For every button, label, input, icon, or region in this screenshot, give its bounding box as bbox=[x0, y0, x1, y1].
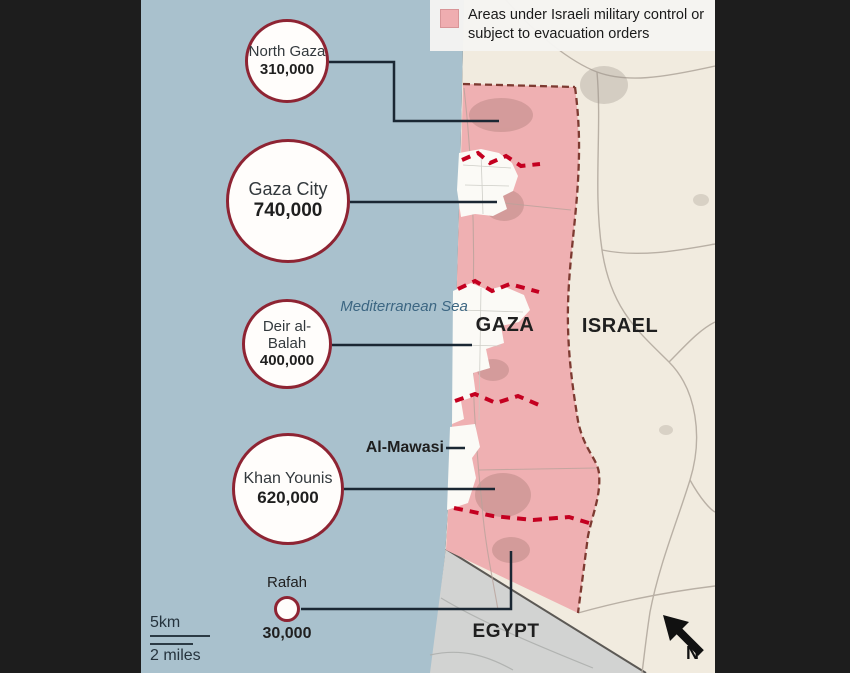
north-arrow-icon bbox=[663, 615, 704, 656]
label-gaza: GAZA bbox=[475, 314, 535, 336]
egypt-roads bbox=[429, 597, 594, 671]
gaza-map bbox=[141, 0, 715, 673]
israel-town-texture bbox=[580, 66, 628, 104]
callout-gaza-city: Gaza City 740,000 bbox=[226, 139, 350, 263]
red-zone-swatch-icon bbox=[440, 9, 459, 28]
scale-imperial: 2 miles bbox=[150, 647, 201, 664]
callout-population: 400,000 bbox=[259, 352, 315, 370]
callout-name: Khan Younis bbox=[243, 469, 333, 487]
label-mediterranean-sea: Mediterranean Sea bbox=[340, 298, 468, 315]
red-zone-area bbox=[446, 84, 600, 613]
callout-population: 620,000 bbox=[257, 488, 319, 507]
scale-metric: 5km bbox=[150, 614, 181, 631]
callout-name: North Gaza bbox=[248, 43, 326, 61]
label-egypt: EGYPT bbox=[472, 621, 540, 642]
callout-rafah-circle bbox=[274, 596, 300, 622]
callout-rafah-population: 30,000 bbox=[262, 625, 312, 642]
label-israel: ISRAEL bbox=[581, 315, 659, 337]
israel-town-texture-2 bbox=[693, 194, 709, 206]
connector-north-gaza bbox=[329, 60, 499, 123]
callout-population: 740,000 bbox=[253, 199, 323, 221]
callout-name: Deir al-Balah bbox=[262, 317, 312, 352]
corridor-lines bbox=[453, 150, 590, 525]
scale-metric-line bbox=[150, 635, 210, 637]
callout-name: Gaza City bbox=[248, 179, 328, 200]
legend: Areas under Israeli military control or … bbox=[430, 0, 715, 51]
israel-town-texture-3 bbox=[659, 425, 673, 435]
connector-lines bbox=[301, 60, 513, 611]
callout-rafah-name: Rafah bbox=[266, 574, 308, 591]
gaza-boundary bbox=[462, 82, 601, 614]
north-indicator-label: N bbox=[686, 643, 699, 663]
label-al-mawasi: Al-Mawasi bbox=[365, 439, 444, 456]
map-content: Areas under Israeli military control or … bbox=[141, 0, 715, 673]
connector-rafah bbox=[301, 551, 513, 611]
legend-label: Areas under Israeli military control or … bbox=[468, 7, 705, 42]
callout-deir-al-balah: Deir al-Balah 400,000 bbox=[242, 299, 332, 389]
scale-imperial-line bbox=[150, 643, 193, 645]
egypt-land-area bbox=[430, 549, 646, 673]
callout-north-gaza: North Gaza 310,000 bbox=[245, 19, 329, 103]
scale-bar: 5km 2 miles bbox=[150, 614, 210, 665]
callout-khan-younis: Khan Younis 620,000 bbox=[232, 433, 344, 545]
callout-population: 310,000 bbox=[259, 60, 315, 78]
egypt-border-line bbox=[445, 548, 647, 673]
